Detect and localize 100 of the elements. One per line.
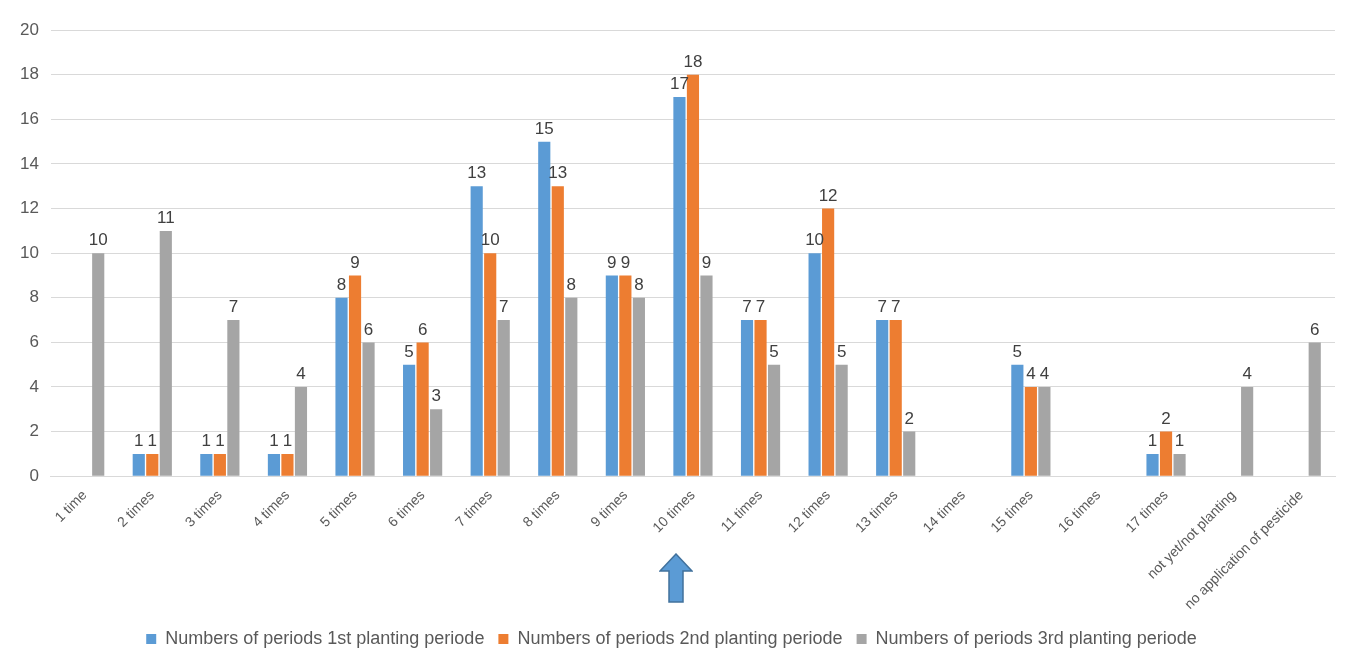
legend-label: Numbers of periods 1st planting periode [165, 627, 485, 648]
data-label: 5 [1012, 341, 1023, 361]
data-label: 7 [498, 297, 509, 317]
data-label: 4 [1026, 364, 1036, 384]
bar [348, 275, 362, 476]
x-tick-label: 1 time [51, 486, 90, 525]
data-label: 12 [818, 185, 838, 205]
bar [808, 253, 821, 476]
bar [605, 275, 618, 476]
bar [227, 320, 240, 476]
data-label: 1 [282, 431, 293, 451]
data-label: 18 [683, 51, 703, 71]
data-label: 2 [1161, 408, 1171, 428]
bar [430, 409, 443, 476]
data-label: 1 [147, 431, 158, 451]
data-label: 1 [134, 431, 144, 451]
bar [1173, 453, 1186, 476]
bar [673, 97, 686, 476]
data-label: 5 [769, 341, 779, 361]
bar [822, 208, 835, 476]
bar [362, 342, 375, 476]
legend-label: Numbers of periods 3rd planting periode [875, 627, 1197, 648]
y-tick-label: 20 [19, 19, 39, 39]
bar [1241, 387, 1254, 476]
bar [619, 275, 632, 476]
bar [159, 230, 172, 476]
data-label: 9 [620, 252, 631, 272]
data-label: 6 [417, 319, 428, 339]
bar [754, 320, 767, 476]
bar [132, 453, 145, 476]
bar [740, 320, 754, 476]
data-label: 6 [363, 319, 374, 339]
bar [767, 364, 781, 476]
bar [470, 186, 483, 476]
legend-label: Numbers of periods 2nd planting periode [517, 627, 843, 648]
data-label: 5 [404, 341, 414, 361]
data-label: 8 [634, 274, 644, 294]
bar [889, 320, 902, 476]
data-label: 3 [431, 386, 441, 406]
data-label: 13 [467, 163, 487, 183]
bar [1159, 431, 1173, 476]
bar [484, 253, 497, 476]
data-label: 4 [296, 364, 306, 384]
bar [335, 297, 348, 476]
bar [1024, 387, 1037, 476]
bar [403, 364, 416, 476]
bar [267, 453, 281, 476]
data-label: 8 [566, 274, 577, 294]
bar [551, 186, 564, 476]
data-label: 7 [742, 297, 752, 317]
bar [835, 364, 848, 476]
data-label: 7 [877, 297, 887, 317]
y-tick-label: 0 [29, 465, 39, 485]
bar [876, 320, 889, 476]
bar [1146, 453, 1159, 476]
bar [200, 453, 213, 476]
bar [213, 453, 226, 476]
data-label: 1 [201, 431, 212, 451]
data-label: 11 [156, 208, 175, 228]
y-tick-label: 10 [19, 242, 39, 262]
bar [497, 320, 510, 476]
bar [281, 453, 294, 476]
data-label: 1 [269, 431, 279, 451]
data-label: 8 [336, 274, 347, 294]
data-label: 7 [228, 297, 239, 317]
y-tick-label: 12 [19, 198, 39, 218]
y-tick-label: 14 [19, 153, 39, 173]
data-label: 6 [1309, 319, 1320, 339]
bar [416, 342, 429, 476]
bar [146, 453, 159, 476]
y-tick-label: 18 [19, 64, 39, 84]
data-label: 1 [1147, 431, 1158, 451]
bar [686, 74, 700, 476]
y-tick-label: 8 [29, 287, 39, 307]
bar [1038, 387, 1051, 476]
bar [565, 297, 578, 476]
data-label: 1 [1174, 431, 1185, 451]
data-label: 9 [350, 252, 360, 272]
bar [632, 297, 645, 476]
data-label: 1 [215, 431, 225, 451]
data-label: 2 [904, 408, 914, 428]
data-label: 7 [755, 297, 766, 317]
data-label: 9 [701, 252, 712, 272]
data-label: 4 [1039, 364, 1050, 384]
bar [700, 275, 713, 476]
data-label: 5 [836, 341, 847, 361]
data-label: 10 [88, 230, 108, 250]
bar [1308, 342, 1321, 476]
data-label: 15 [534, 118, 554, 138]
y-tick-label: 16 [19, 109, 39, 129]
bar [294, 387, 308, 476]
y-tick-label: 4 [29, 376, 39, 396]
data-label: 9 [607, 252, 617, 272]
y-tick-label: 6 [29, 332, 39, 352]
bar [903, 431, 916, 476]
data-label: 4 [1242, 364, 1252, 384]
bar [1011, 364, 1024, 476]
y-tick-label: 2 [29, 421, 39, 441]
data-label: 7 [890, 297, 901, 317]
bar [538, 141, 551, 476]
